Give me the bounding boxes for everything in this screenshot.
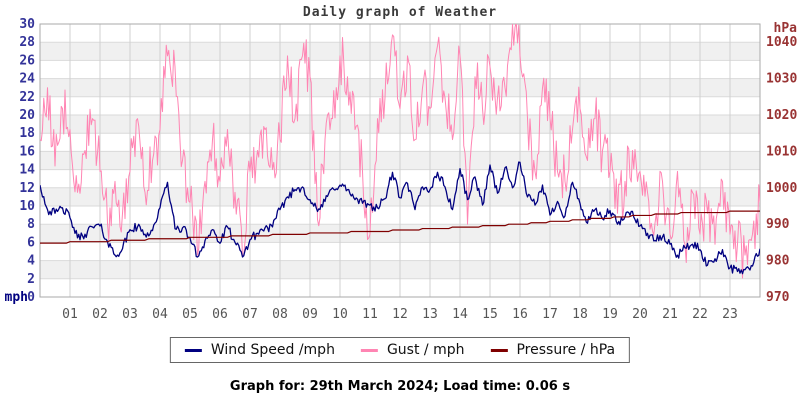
- x-axis-tick-label: 01: [62, 307, 78, 322]
- left-axis-tick-label: 18: [19, 126, 35, 141]
- legend-item-label: Gust / mph: [386, 342, 465, 358]
- left-axis-tick-label: 14: [19, 163, 35, 178]
- right-axis-tick-label: 1000: [766, 181, 797, 196]
- x-axis-tick-label: 23: [722, 307, 738, 322]
- x-axis-tick-label: 18: [572, 307, 588, 322]
- left-axis-tick-label: 0: [27, 290, 35, 305]
- legend-item-gust-mph: Gust / mph: [360, 342, 465, 358]
- left-axis-tick-label: 22: [19, 90, 35, 105]
- x-axis-tick-label: 19: [602, 307, 618, 322]
- left-axis-tick-label: 30: [19, 17, 35, 32]
- weather-chart: 0246810121416182022242628309709809901000…: [5, 17, 798, 322]
- x-axis-tick-label: 16: [512, 307, 528, 322]
- legend-item-pressure-hpa: Pressure / hPa: [490, 342, 615, 358]
- right-axis-tick-label: 970: [766, 290, 790, 305]
- pressure-hpa-line: [40, 210, 760, 244]
- left-axis-unit-label: mph: [5, 290, 28, 305]
- x-axis-tick-label: 02: [92, 307, 108, 322]
- right-axis-tick-label: 980: [766, 254, 790, 269]
- legend: Wind Speed /mph Gust / mph Pressure / hPa: [169, 337, 631, 363]
- x-axis-tick-label: 08: [272, 307, 288, 322]
- legend-item-label: Pressure / hPa: [516, 342, 616, 358]
- legend-item-wind-speed-mph: Wind Speed /mph: [184, 342, 335, 358]
- x-axis-tick-label: 21: [662, 307, 678, 322]
- right-axis-tick-label: 1040: [766, 35, 797, 50]
- right-axis-tick-label: 990: [766, 217, 790, 232]
- chart-title: Daily graph of Weather: [302, 5, 498, 20]
- left-axis-tick-label: 20: [19, 108, 35, 123]
- x-axis-tick-label: 05: [182, 307, 198, 322]
- footer-status-text: Graph for: 29th March 2024; Load time: 0…: [229, 379, 571, 394]
- x-axis-tick-label: 09: [302, 307, 318, 322]
- right-axis-unit-label: hPa: [774, 21, 798, 36]
- x-axis-tick-label: 07: [242, 307, 258, 322]
- gust-mph-line: [40, 24, 760, 279]
- left-axis-tick-label: 12: [19, 181, 35, 196]
- legend-item-label: Wind Speed /mph: [210, 342, 335, 358]
- right-axis-tick-label: 1020: [766, 108, 797, 123]
- x-axis-tick-label: 04: [152, 307, 168, 322]
- right-axis-tick-label: 1030: [766, 72, 797, 87]
- left-axis-tick-label: 6: [27, 235, 35, 250]
- right-axis-tick-label: 1010: [766, 144, 797, 159]
- x-axis-tick-label: 13: [422, 307, 438, 322]
- left-axis-tick-label: 28: [19, 35, 35, 50]
- x-axis-tick-label: 14: [452, 307, 468, 322]
- legend-line-swatch-icon: [360, 348, 378, 352]
- x-axis-tick-label: 17: [542, 307, 558, 322]
- left-axis-tick-label: 24: [19, 72, 35, 87]
- left-axis-tick-label: 2: [27, 272, 35, 287]
- x-axis-tick-label: 10: [332, 307, 348, 322]
- x-axis-tick-label: 06: [212, 307, 228, 322]
- left-axis-tick-label: 26: [19, 53, 35, 68]
- left-axis-tick-label: 16: [19, 144, 35, 159]
- legend-line-swatch-icon: [490, 348, 508, 352]
- left-axis-tick-label: 8: [27, 217, 35, 232]
- legend-line-swatch-icon: [184, 348, 202, 352]
- wind-speed-mph-line: [40, 161, 760, 275]
- x-axis-tick-label: 11: [362, 307, 378, 322]
- left-axis-tick-label: 10: [19, 199, 35, 214]
- left-axis-tick-label: 4: [27, 254, 35, 269]
- x-axis-tick-label: 22: [692, 307, 708, 322]
- plot-border: [39, 23, 761, 298]
- x-axis-tick-label: 15: [482, 307, 498, 322]
- x-axis-tick-label: 12: [392, 307, 408, 322]
- x-axis-tick-label: 20: [632, 307, 648, 322]
- x-axis-tick-label: 03: [122, 307, 138, 322]
